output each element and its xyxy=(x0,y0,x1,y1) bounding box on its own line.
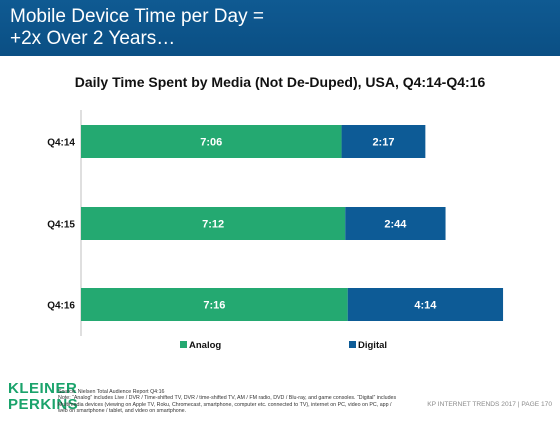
logo-line-1: KLEINER xyxy=(8,380,78,397)
source-note: Source: Nielsen Total Audience Report Q4… xyxy=(58,389,165,395)
slide-title-line-2: +2x Over 2 Years… xyxy=(10,28,176,49)
kleiner-perkins-logo: KLEINER PERKINS xyxy=(8,381,78,413)
category-label: Q4:14 xyxy=(47,138,75,149)
category-label: Q4:16 xyxy=(47,301,75,312)
bar-digital xyxy=(341,125,426,158)
data-label-digital: 4:14 xyxy=(414,300,437,312)
legend-label-digital: Digital xyxy=(358,340,387,351)
data-label-analog: 7:12 xyxy=(202,219,224,231)
note-line-3: web on smartphone / tablet, and video on… xyxy=(58,408,187,415)
legend-swatch-digital xyxy=(349,341,356,348)
title-banner: Mobile Device Time per Day = +2x Over 2 … xyxy=(0,0,560,56)
data-label-analog: 7:16 xyxy=(203,300,225,312)
bar-analog xyxy=(81,288,348,321)
bar-digital xyxy=(345,207,446,240)
data-label-analog: 7:06 xyxy=(200,137,222,149)
bar-digital xyxy=(347,288,504,321)
bar-analog xyxy=(81,125,342,158)
bar-analog xyxy=(81,207,346,240)
chart-title: Daily Time Spent by Media (Not De-Duped)… xyxy=(74,74,486,90)
page-number: KP INTERNET TRENDS 2017 | PAGE 170 xyxy=(427,401,552,408)
note-line-2: Multimedia devices (viewing on Apple TV,… xyxy=(58,401,392,408)
footnote: Source: Nielsen Total Audience Report Q4… xyxy=(58,389,408,415)
slide-title: Mobile Device Time per Day = +2x Over 2 … xyxy=(10,6,264,50)
legend-swatch-analog xyxy=(180,341,187,348)
data-label-digital: 2:44 xyxy=(384,219,407,231)
legend-label-analog: Analog xyxy=(189,340,221,351)
data-label-digital: 2:17 xyxy=(372,137,394,149)
logo-line-2: PERKINS xyxy=(8,396,79,413)
slide-title-line-1: Mobile Device Time per Day = xyxy=(10,6,264,27)
category-label: Q4:15 xyxy=(47,220,75,231)
note-line-1: Note: “Analog” includes Live / DVR / Tim… xyxy=(58,395,397,402)
